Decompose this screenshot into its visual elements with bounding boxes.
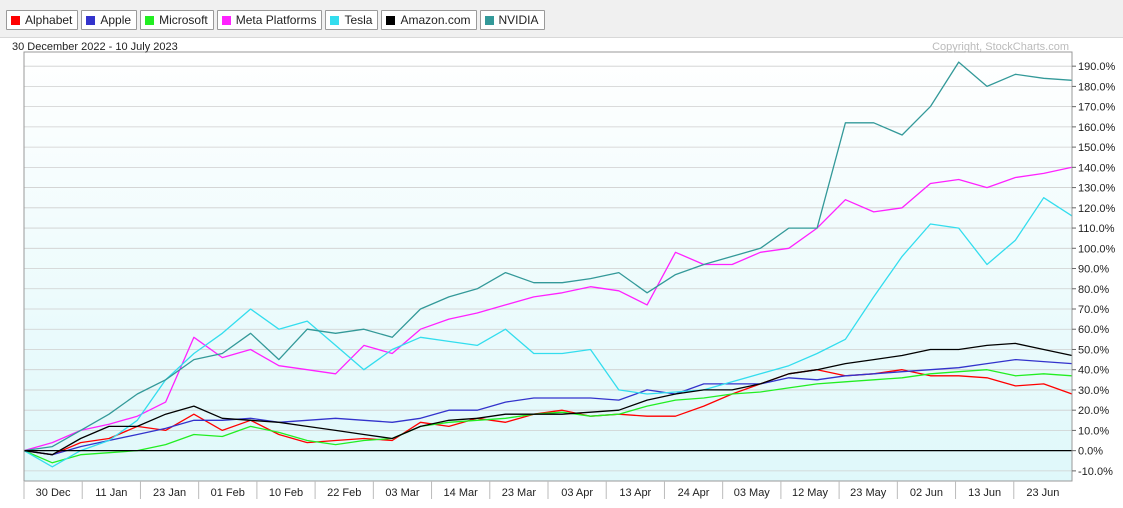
legend-swatch bbox=[145, 15, 155, 25]
legend-swatch bbox=[86, 15, 96, 25]
x-tick-label: 24 Apr bbox=[678, 487, 710, 499]
x-tick-label: 01 Feb bbox=[211, 487, 245, 499]
x-tick-label: 02 Jun bbox=[910, 487, 943, 499]
copyright-label: Copyright, StockCharts.com bbox=[932, 41, 1069, 53]
y-tick-label: 180.0% bbox=[1078, 81, 1116, 93]
x-tick-label: 11 Jan bbox=[95, 487, 127, 499]
legend-swatch bbox=[11, 15, 20, 25]
y-tick-label: 70.0% bbox=[1078, 304, 1109, 316]
x-tick-label: 23 May bbox=[850, 487, 887, 499]
y-tick-label: 40.0% bbox=[1078, 365, 1109, 377]
legend-label: Meta Platforms bbox=[235, 13, 317, 27]
legend-label: Alphabet bbox=[25, 13, 73, 27]
y-tick-label: 30.0% bbox=[1078, 385, 1109, 397]
legend-item-microsoft[interactable]: Microsoft bbox=[140, 10, 214, 30]
y-tick-label: 90.0% bbox=[1078, 264, 1109, 276]
x-tick-label: 30 Dec bbox=[36, 487, 71, 499]
y-axis: -10.0% 0.0% 10.0% 20.0% 30.0% 40.0% 50.0% 60.0%… bbox=[1072, 61, 1116, 478]
series-line-amazon-com bbox=[23, 342, 1073, 456]
x-tick-label: 23 Jun bbox=[1026, 487, 1059, 499]
y-tick-label: 150.0% bbox=[1078, 142, 1116, 154]
legend-label: Amazon.com bbox=[400, 13, 471, 27]
y-tick-label: -10.0% bbox=[1078, 466, 1113, 478]
date-range-label: 30 December 2022 - 10 July 2023 bbox=[12, 41, 178, 53]
y-tick-label: 20.0% bbox=[1078, 405, 1109, 417]
series-line-microsoft bbox=[23, 369, 1073, 464]
x-tick-label: 03 May bbox=[734, 487, 771, 499]
legend-item-meta-platforms[interactable]: Meta Platforms bbox=[216, 10, 323, 30]
y-tick-label: 0.0% bbox=[1078, 446, 1103, 458]
series-line-alphabet bbox=[23, 369, 1073, 456]
y-tick-label: 110.0% bbox=[1078, 223, 1115, 235]
plot-background bbox=[24, 52, 1072, 481]
legend-bar: Alphabet Apple Microsoft Meta Platforms … bbox=[0, 0, 1123, 38]
x-tick-label: 13 Jun bbox=[968, 487, 1001, 499]
legend-item-amazon[interactable]: Amazon.com bbox=[381, 10, 477, 30]
grid-lines bbox=[24, 65, 1072, 472]
legend-item-apple[interactable]: Apple bbox=[81, 10, 138, 30]
x-tick-label: 10 Feb bbox=[269, 487, 303, 499]
legend-label: Microsoft bbox=[159, 13, 208, 27]
legend-swatch bbox=[484, 15, 494, 25]
y-tick-label: 160.0% bbox=[1078, 122, 1116, 134]
x-tick-label: 14 Mar bbox=[444, 487, 479, 499]
x-tick-label: 12 May bbox=[792, 487, 829, 499]
series-lines bbox=[23, 61, 1073, 468]
series-line-meta-platforms bbox=[23, 166, 1073, 452]
legend-item-tesla[interactable]: Tesla bbox=[325, 10, 379, 30]
y-tick-label: 60.0% bbox=[1078, 324, 1109, 336]
series-line-apple bbox=[23, 358, 1073, 456]
x-tick-label: 23 Mar bbox=[502, 487, 537, 499]
x-tick-label: 03 Mar bbox=[385, 487, 420, 499]
legend-items: Alphabet Apple Microsoft Meta Platforms … bbox=[6, 10, 545, 30]
legend-label: Apple bbox=[100, 13, 132, 27]
legend-swatch bbox=[330, 15, 340, 25]
y-tick-label: 170.0% bbox=[1078, 102, 1116, 114]
x-tick-label: 22 Feb bbox=[327, 487, 361, 499]
series-line-nvidia bbox=[23, 61, 1073, 452]
y-tick-label: 100.0% bbox=[1078, 243, 1116, 255]
y-tick-label: 130.0% bbox=[1078, 183, 1116, 195]
legend-label: NVIDIA bbox=[498, 13, 539, 27]
x-axis: 30 Dec 11 Jan 23 Jan 01 Feb 10 Feb 22 Feb 03 M… bbox=[23, 481, 1059, 499]
y-tick-label: 10.0% bbox=[1078, 425, 1109, 437]
legend-label: Tesla bbox=[344, 13, 373, 27]
legend-item-nvidia[interactable]: NVIDIA bbox=[479, 10, 545, 30]
series-line-tesla bbox=[23, 197, 1073, 468]
x-tick-label: 23 Jan bbox=[153, 487, 186, 499]
y-tick-label: 50.0% bbox=[1078, 344, 1109, 356]
y-tick-label: 80.0% bbox=[1078, 284, 1109, 296]
legend-swatch bbox=[221, 15, 231, 25]
y-tick-label: 120.0% bbox=[1078, 203, 1116, 215]
y-tick-label: 140.0% bbox=[1078, 162, 1116, 174]
y-tick-label: 190.0% bbox=[1078, 61, 1116, 73]
x-tick-label: 03 Apr bbox=[561, 487, 593, 499]
legend-item-alphabet[interactable]: Alphabet bbox=[6, 10, 79, 30]
legend-swatch bbox=[386, 15, 396, 25]
x-tick-label: 13 Apr bbox=[619, 487, 651, 499]
performance-chart: -10.0% 0.0% 10.0% 20.0% 30.0% 40.0% 50.0% 60.0%… bbox=[12, 41, 1116, 499]
